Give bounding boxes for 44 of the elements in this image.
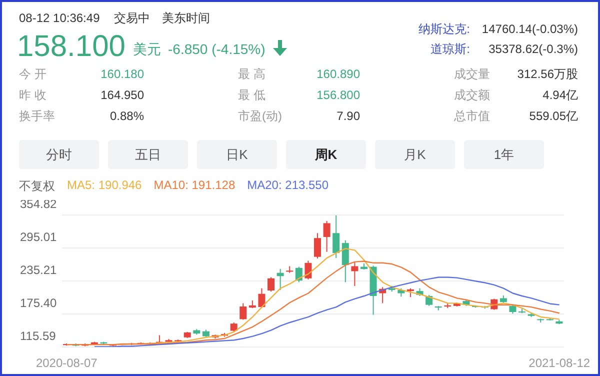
text: 今 开 — [19, 67, 46, 82]
text: 312.56万股 — [517, 67, 578, 82]
text: 不复权 — [19, 178, 55, 195]
text: 156.800 — [316, 88, 360, 102]
text: 美元 — [133, 41, 161, 58]
text: MA20: 213.550 — [247, 178, 329, 194]
text: 纳斯达克: — [418, 22, 470, 36]
text: MA5: 190.946 — [67, 178, 142, 194]
text: 1年 — [464, 140, 544, 169]
text: 164.950 — [100, 88, 144, 102]
text: 成交额 — [454, 88, 490, 102]
text: 160.180 — [100, 67, 144, 82]
text: 五日 — [108, 140, 188, 169]
text: 市盈(动) — [238, 109, 282, 124]
y-tick-label: 295.01 — [20, 230, 58, 244]
text: 美东时间 — [162, 11, 210, 26]
text: 周K — [286, 140, 366, 169]
text: 160.890 — [316, 67, 360, 82]
y-tick-label: 235.21 — [20, 262, 58, 277]
x-tick-label: 2020-08-07 — [36, 356, 98, 370]
text: 158.100 — [17, 29, 126, 65]
text: 最 高 — [238, 67, 266, 82]
text: 总市值 — [454, 109, 490, 124]
text: 35378.62(-0.3%) — [488, 42, 578, 56]
text: 日K — [197, 140, 277, 169]
text: 月K — [375, 140, 455, 169]
text: 昨 收 — [19, 88, 46, 102]
text: MA10: 191.128 — [154, 178, 236, 194]
text: 7.90 — [336, 109, 360, 124]
text: 分时 — [19, 140, 99, 169]
x-tick-label: 2021-08-12 — [528, 356, 590, 370]
text: 0.88% — [110, 109, 144, 124]
text: 4.94亿 — [542, 88, 578, 102]
text: 14760.14(-0.03%) — [482, 22, 578, 36]
text: 换手率 — [19, 109, 55, 124]
y-tick-label: 175.40 — [20, 296, 58, 310]
text: 最 低 — [238, 88, 266, 102]
text: 成交量 — [454, 67, 490, 82]
text: 559.05亿 — [529, 109, 578, 124]
text: 道琼斯: — [430, 42, 470, 56]
text: 交易中 — [114, 11, 150, 26]
text: 08-12 10:36:49 — [19, 11, 100, 26]
text: -6.850 (-4.15%) — [168, 41, 266, 58]
y-tick-label: 115.59 — [20, 329, 56, 343]
